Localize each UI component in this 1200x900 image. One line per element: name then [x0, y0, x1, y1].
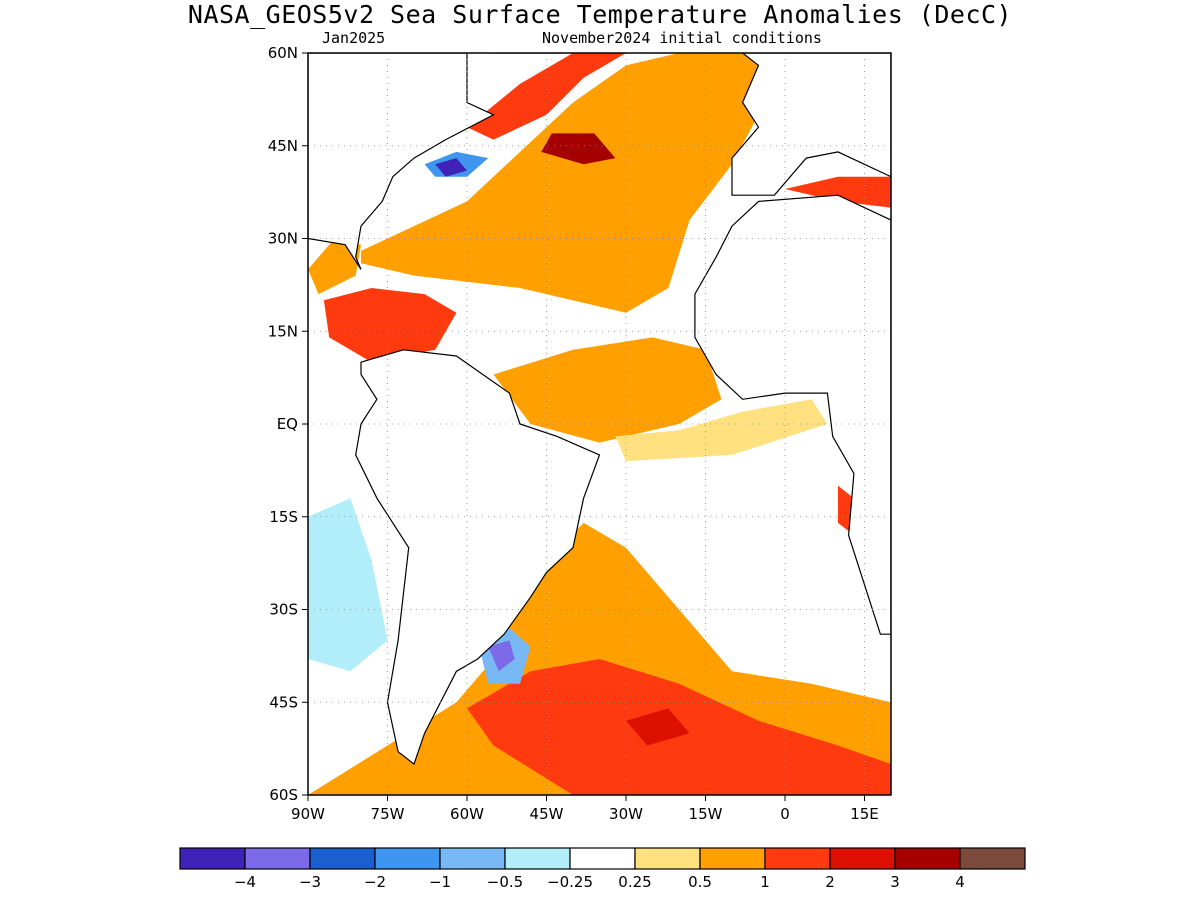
greenland-land [493, 53, 563, 54]
colorbar-swatch [959, 847, 1026, 870]
colorbar-label: 3 [890, 873, 900, 891]
lat-tick-label: 60N [268, 44, 298, 62]
equatorial-pale [615, 399, 828, 462]
lat-tick-label: 60S [269, 786, 298, 804]
valid-month-label: Jan2025 [322, 29, 386, 47]
lat-tick-label: 15S [269, 508, 298, 526]
colorbar-swatch [829, 847, 896, 870]
colorbar-swatch [374, 847, 441, 870]
pacific-cold [308, 498, 388, 672]
colorbar-swatch [569, 847, 636, 870]
colorbar-label: −1 [429, 873, 451, 891]
anomaly-fields [308, 53, 891, 795]
colorbar-swatch [309, 847, 376, 870]
colorbar-label: −2 [364, 873, 386, 891]
newfoundland-coldest [435, 158, 467, 177]
lon-tick-label: 30W [609, 805, 643, 823]
south-america-land [355, 349, 601, 766]
colorbar-label: 2 [825, 873, 835, 891]
tropical-atlantic-warm [493, 337, 722, 443]
lat-tick-label: 45S [269, 693, 298, 711]
colorbar-swatch [179, 847, 246, 870]
lon-tick-label: 90W [291, 805, 325, 823]
lon-tick-label: 15W [689, 805, 723, 823]
lon-tick-label: 45W [530, 805, 564, 823]
brazil-current-coldest [488, 640, 515, 672]
south-atlantic-peak [626, 708, 690, 746]
lon-tick-label: 0 [780, 805, 790, 823]
latitude-ticks: 60N 45N 30N 15N EQ 15S 30S 45S 60S [268, 44, 308, 804]
north-atlantic-warm-band [361, 53, 759, 313]
lat-tick-label: 45N [268, 137, 298, 155]
caribbean-strong [323, 288, 457, 363]
colorbar-swatch [504, 847, 571, 870]
colorbar-swatch [699, 847, 766, 870]
lat-tick-label: 30N [268, 230, 298, 248]
lon-tick-label: 60W [450, 805, 484, 823]
colorbar-label: 4 [955, 873, 965, 891]
africa-land [694, 194, 891, 635]
lat-tick-label: EQ [277, 415, 298, 433]
colorbar-swatch [244, 847, 311, 870]
gulf-of-mexico [308, 238, 361, 295]
colorbar-label: −4 [234, 873, 256, 891]
colorbar-label: −3 [299, 873, 321, 891]
colorbar-swatch [439, 847, 506, 870]
colorbar-label: 0.5 [688, 873, 712, 891]
mediterranean-warm [785, 176, 891, 208]
gridlines [308, 53, 891, 795]
colorbar: −4 −3 −2 −1 −0.5 −0.25 0.25 0.5 1 2 3 4 [179, 847, 1026, 891]
north-america-land [308, 53, 495, 270]
lon-tick-label: 75W [371, 805, 405, 823]
colorbar-swatch [634, 847, 701, 870]
chart-title: NASA_GEOS5v2 Sea Surface Temperature Ano… [187, 0, 1013, 29]
colorbar-label: 1 [760, 873, 770, 891]
lat-tick-label: 30S [269, 601, 298, 619]
colorbar-label: −0.5 [487, 873, 523, 891]
colorbar-swatch [764, 847, 831, 870]
gulf-stream-peak [541, 133, 616, 165]
colorbar-swatch [894, 847, 961, 870]
north-atlantic-strong [467, 53, 626, 140]
lon-tick-label: 15E [850, 805, 879, 823]
longitude-ticks: 90W 75W 60W 45W 30W 15W 0 15E [291, 795, 879, 823]
lat-tick-label: 15N [268, 322, 298, 340]
land-masses [308, 53, 891, 766]
colorbar-label: 0.25 [618, 873, 651, 891]
colorbar-label: −0.25 [547, 873, 593, 891]
initial-conditions-label: November2024 initial conditions [542, 29, 822, 47]
europe-africa-land [731, 53, 891, 196]
